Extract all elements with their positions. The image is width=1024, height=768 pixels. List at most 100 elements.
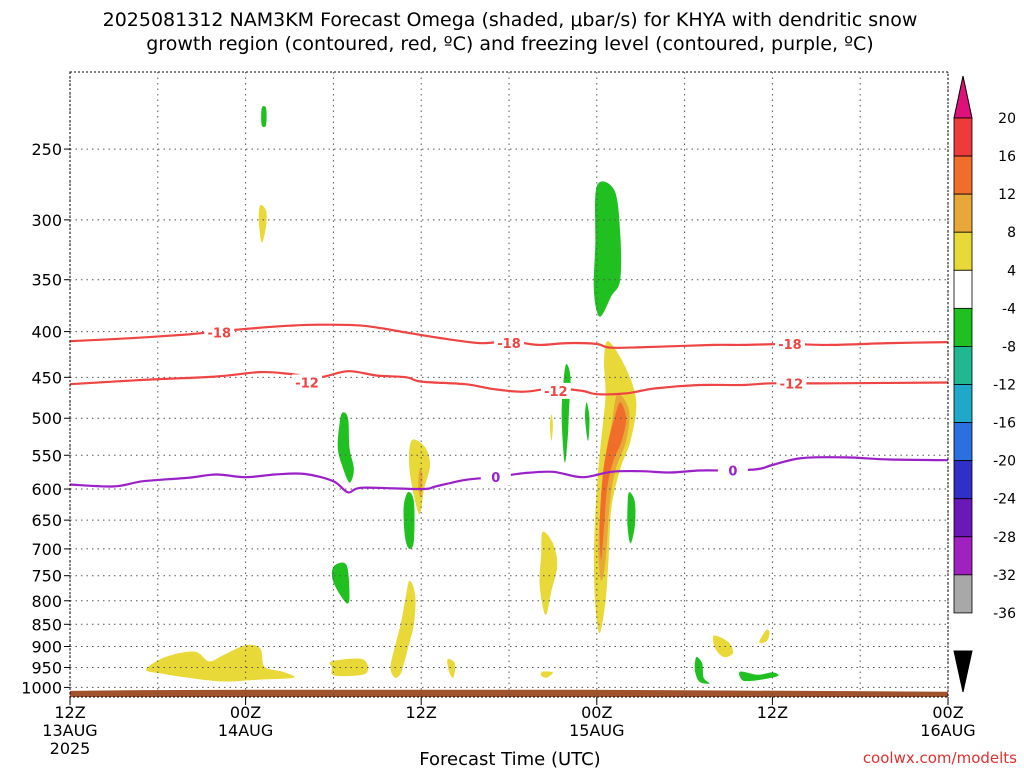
grid-lines (69, 72, 949, 697)
colorbar-bottom-arrow (953, 650, 973, 693)
x-tick-label: 00Z (581, 703, 612, 722)
colorbar-segment (953, 422, 973, 462)
y-tick-label: 900 (31, 637, 62, 656)
contour-label-background (540, 382, 571, 399)
contour-label: -18 (497, 337, 521, 352)
colorbar-segment (953, 231, 973, 271)
x-tick-label: 00Z (230, 703, 261, 722)
colorbar-label: -4 (1002, 301, 1016, 317)
contour-label-background (717, 462, 748, 479)
plot-area: -18 -18 -18 -12 -12 -12 0 0 (69, 71, 949, 698)
y-tick-label: 750 (31, 567, 62, 586)
colorbar: 20 16 12 8 4 -4 -8 -12 -16 -20 -24 -28 -32 -36 (953, 75, 1016, 693)
omega-region-descent (593, 181, 622, 317)
contour-label-background (204, 324, 235, 341)
colorbar-label: -8 (1002, 339, 1016, 355)
colorbar-label: -20 (993, 454, 1016, 470)
colorbar-segment (953, 117, 973, 157)
colorbar-segment (953, 536, 973, 576)
omega-region-ascent (759, 629, 770, 644)
terrain-surface (70, 689, 948, 697)
colorbar-segment (953, 460, 973, 500)
colorbar-segment (953, 574, 973, 614)
omega-shading (146, 106, 779, 684)
contour-label-background (774, 336, 805, 353)
colorbar-label: 4 (1007, 263, 1016, 279)
y-tick-label: 850 (31, 615, 62, 634)
terrain-layer (70, 689, 948, 697)
omega-region-ascent (540, 671, 553, 678)
contour-label: -12 (544, 385, 568, 400)
x-tick-label: 15AUG (569, 721, 624, 740)
omega-region-descent (337, 412, 354, 483)
omega-region-ascent (258, 204, 267, 243)
omega-region-descent (261, 106, 267, 128)
x-tick-label: 12Z (757, 703, 788, 722)
y-tick-label: 350 (31, 271, 62, 290)
colorbar-label: 8 (1007, 225, 1016, 241)
y-tick-label: 950 (31, 658, 62, 677)
colorbar-label: 16 (998, 149, 1016, 165)
omega-region-ascent (712, 635, 734, 658)
omega-region-descent (739, 671, 779, 682)
y-tick-label: 700 (31, 540, 62, 559)
contour-label: 0 (728, 464, 737, 479)
colorbar-label: 20 (998, 111, 1016, 127)
omega-region-ascent (550, 414, 553, 441)
colorbar-segment (953, 384, 973, 423)
omega-region-descent (585, 402, 590, 441)
y-tick-label: 1000 (21, 678, 62, 697)
x-tick-label: 12Z (54, 703, 85, 722)
x-tick-label: 00Z (932, 703, 963, 722)
chart-title-line2: growth region (contoured, red, ºC) and f… (146, 33, 873, 55)
x-tick-label: 14AUG (218, 721, 273, 740)
y-tick-label: 550 (31, 446, 62, 465)
omega-region-descent (694, 656, 710, 684)
x-tick-label: 12Z (406, 703, 437, 722)
colorbar-segment (953, 155, 973, 195)
contour-label-background (480, 469, 511, 486)
omega-region-ascent (146, 644, 295, 682)
y-tick-label: 300 (31, 211, 62, 230)
y-tick-label: 800 (31, 592, 62, 611)
colorbar-segment (953, 269, 973, 309)
contour-label: -18 (778, 338, 802, 353)
contour-label: -12 (780, 377, 804, 392)
y-tick-label: 500 (31, 409, 62, 428)
contour-label: 0 (491, 471, 500, 486)
colorbar-label: 12 (998, 187, 1016, 203)
colorbar-top-arrow (953, 75, 973, 119)
y-tick-label: 400 (31, 323, 62, 342)
colorbar-label: -32 (993, 568, 1016, 584)
colorbar-label: -28 (993, 530, 1016, 546)
temperature-contours: -18 -18 -18 -12 -12 -12 0 0 (69, 323, 949, 494)
omega-region-ascent (447, 658, 456, 678)
x-tick-label: 16AUG (920, 721, 975, 740)
contour-line (69, 370, 949, 396)
colorbar-segment (953, 307, 973, 347)
x-tick-label: 13AUG (42, 721, 97, 740)
x-axis-label: Forecast Time (UTC) (419, 749, 600, 768)
colorbar-label: -16 (993, 416, 1016, 432)
y-tick-label: 650 (31, 511, 62, 530)
y-axis-pressure: 250 300 350 400 450 500 550 600 650 700 750 800 850 9… (21, 140, 70, 697)
contour-label: -18 (208, 327, 232, 342)
y-tick-label: 450 (31, 368, 62, 387)
omega-region-ascent (599, 402, 627, 560)
omega-region-ascent (390, 580, 416, 678)
colorbar-segment (953, 346, 973, 385)
y-tick-label: 600 (31, 480, 62, 499)
colorbar-segment (953, 498, 973, 538)
omega-region-descent (331, 562, 350, 604)
contour-label-background (776, 375, 807, 392)
omega-region-ascent (329, 658, 369, 677)
omega-region-descent (403, 492, 415, 550)
colorbar-label: -36 (993, 606, 1016, 622)
plot-frame (69, 71, 949, 698)
omega-region-ascent (539, 531, 558, 616)
chart-title-line1: 2025081312 NAM3KM Forecast Omega (shaded… (103, 9, 918, 31)
contour-label-background (292, 374, 323, 391)
credit-text: coolwx.com/modelts (863, 749, 1017, 767)
